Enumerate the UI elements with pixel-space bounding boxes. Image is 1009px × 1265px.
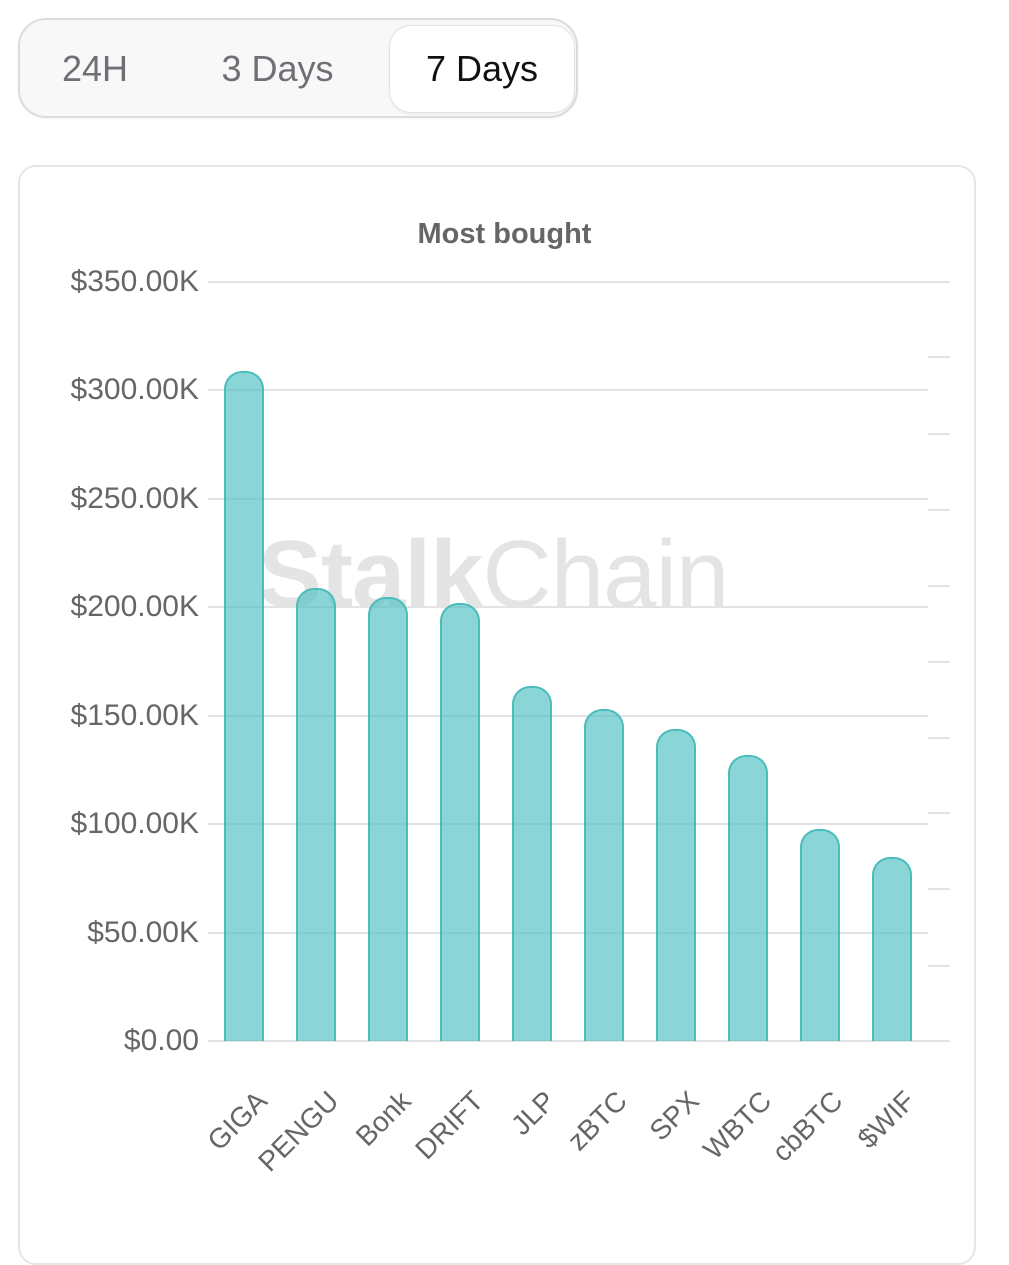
bar-pengu[interactable]: [296, 587, 336, 1041]
tab-24h[interactable]: 24H: [61, 48, 129, 89]
gridline: [208, 931, 928, 934]
bar-chart: $0.00 $50.00K $100.00K $150.00K $200.00K $250…: [70, 265, 950, 1178]
gridline: [208, 389, 928, 392]
y-axis-tick-label: $250.00K: [70, 481, 199, 515]
gridline: [208, 823, 928, 826]
x-axis-tick-label: Bonk: [349, 1085, 417, 1153]
y-axis-tick-label: $300.00K: [70, 373, 199, 407]
x-axis-tick-label: PENGU: [252, 1085, 345, 1178]
bar-zbtc[interactable]: [584, 709, 624, 1041]
bar-wbtc[interactable]: [728, 754, 768, 1041]
tab-7-days[interactable]: 7 Days: [389, 25, 575, 113]
right-axis-tick: [928, 585, 950, 587]
x-axis-tick-label: SPX: [643, 1085, 705, 1147]
bar-jlp[interactable]: [512, 685, 552, 1041]
bar-cbbtc[interactable]: [800, 828, 840, 1041]
right-axis-tick: [928, 965, 950, 967]
bar-drift[interactable]: [440, 603, 480, 1041]
gridline: [208, 606, 928, 609]
gridline: [208, 497, 928, 500]
y-axis-tick-label: $350.00K: [70, 265, 199, 298]
right-axis-tick: [928, 509, 950, 511]
tab-3-days[interactable]: 3 Days: [221, 48, 334, 89]
right-axis-tick: [928, 356, 950, 358]
bar-bonk[interactable]: [368, 596, 408, 1041]
right-axis-tick: [928, 812, 950, 814]
right-axis-tick: [928, 888, 950, 890]
gridline: [208, 714, 928, 717]
bar-spx[interactable]: [656, 728, 696, 1041]
y-axis-tick-label: $0.00: [123, 1024, 199, 1057]
chart-title: Most bought: [417, 218, 592, 250]
right-axis-tick: [928, 433, 950, 435]
x-axis-tick-label: JLP: [505, 1085, 562, 1142]
bar-wif[interactable]: [872, 856, 912, 1041]
gridline: [208, 281, 950, 283]
y-axis-tick-label: $100.00K: [70, 807, 199, 841]
y-axis-tick-label: $200.00K: [70, 590, 199, 624]
x-axis-tick-label: cbBTC: [766, 1085, 849, 1168]
x-axis-tick-label: zBTC: [561, 1085, 633, 1157]
y-axis-tick-label: $50.00K: [87, 915, 199, 949]
x-axis-tick-label: DRIFT: [409, 1085, 490, 1166]
right-axis-tick: [928, 737, 950, 739]
y-axis-tick-label: $150.00K: [70, 698, 199, 732]
right-axis-tick: [928, 661, 950, 663]
x-axis-tick-label: WBTC: [697, 1085, 778, 1166]
bar-giga[interactable]: [224, 371, 264, 1041]
time-range-segmented-control: 24H 3 Days 7 Days: [18, 18, 578, 118]
watermark-regular: Chain: [482, 521, 729, 628]
x-axis-tick-label: $WIF: [851, 1085, 921, 1155]
gridline: [208, 1040, 950, 1042]
